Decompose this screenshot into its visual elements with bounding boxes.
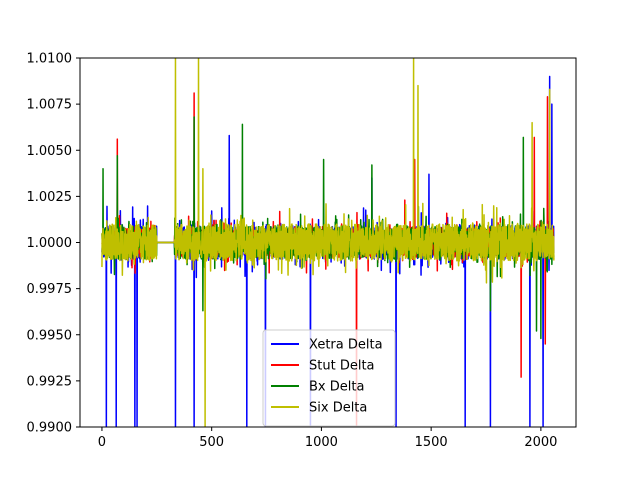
- x-tick-label: 500: [199, 435, 224, 450]
- x-axis: 0 500 1000 1500 2000: [98, 427, 557, 450]
- y-tick-label: 0.9975: [27, 282, 73, 297]
- x-tick-label: 1000: [305, 435, 338, 450]
- y-tick-label: 1.0025: [27, 190, 73, 205]
- plot-area: [101, 58, 555, 427]
- y-tick-label: 0.9950: [27, 328, 73, 343]
- legend-label: Bx Delta: [309, 380, 364, 395]
- x-tick-label: 2000: [524, 435, 557, 450]
- legend-label: Stut Delta: [309, 359, 375, 374]
- x-tick-label: 0: [98, 435, 106, 450]
- y-axis: 0.9900 0.9925 0.9950 0.9975 1.0000 1.0025 1.00…: [27, 52, 80, 436]
- series-line-six-delta: [101, 58, 555, 427]
- y-tick-label: 1.0000: [27, 236, 73, 251]
- y-tick-label: 0.9900: [27, 421, 73, 436]
- legend-label: Six Delta: [309, 401, 367, 416]
- y-tick-label: 0.9925: [27, 374, 73, 389]
- y-tick-label: 1.0100: [27, 52, 73, 67]
- y-tick-label: 1.0050: [27, 144, 73, 159]
- y-tick-label: 1.0075: [27, 98, 73, 113]
- legend: Xetra Delta Stut Delta Bx Delta Six Delta: [262, 329, 396, 427]
- legend-box: [262, 329, 396, 427]
- legend-label: Xetra Delta: [309, 338, 383, 353]
- x-tick-label: 1500: [415, 435, 448, 450]
